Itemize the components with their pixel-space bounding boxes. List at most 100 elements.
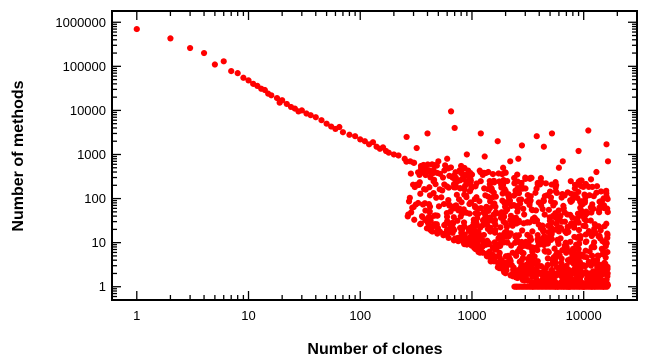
data-point (589, 205, 596, 212)
data-point (533, 133, 540, 140)
data-point (443, 232, 451, 239)
data-point (604, 230, 611, 237)
data-point (560, 202, 567, 209)
data-point (554, 236, 561, 243)
data-point (569, 214, 576, 221)
data-point (545, 277, 553, 284)
data-point (541, 211, 548, 218)
data-point (447, 208, 454, 215)
data-point (346, 131, 353, 138)
data-point (552, 226, 559, 233)
data-point (484, 225, 491, 232)
data-point (412, 201, 419, 208)
x-tick-label: 10 (241, 308, 255, 323)
data-point (494, 264, 501, 271)
data-point (519, 276, 526, 284)
data-point (419, 213, 426, 221)
data-point (502, 253, 510, 260)
data-point (575, 240, 582, 247)
data-point (454, 177, 462, 185)
data-point (591, 239, 598, 246)
data-point (591, 221, 598, 228)
data-point (533, 265, 540, 272)
data-point (599, 247, 606, 254)
data-point (510, 192, 517, 199)
y-axis: 1 10 100 1000 10000 100000 1000000 (55, 15, 637, 301)
data-point (405, 211, 412, 218)
data-point (552, 259, 559, 266)
y-tick-label: 100000 (63, 59, 106, 74)
data-point (511, 180, 518, 187)
data-point (524, 191, 531, 199)
data-point (515, 155, 522, 162)
data-point (336, 123, 343, 131)
data-point (167, 35, 174, 42)
data-point (490, 177, 497, 184)
data-point (489, 171, 497, 178)
data-point (597, 227, 604, 234)
data-point (527, 236, 535, 244)
data-point (485, 168, 492, 176)
data-point (580, 283, 587, 290)
data-point (468, 171, 476, 178)
data-point (563, 229, 570, 237)
data-point (452, 182, 459, 189)
data-point (595, 206, 603, 214)
data-point (537, 237, 544, 244)
data-point (312, 114, 319, 121)
data-point (587, 217, 594, 224)
data-point (576, 212, 583, 219)
data-point (531, 253, 538, 260)
data-point (513, 283, 520, 290)
data-point (323, 120, 330, 127)
data-point (491, 229, 499, 236)
data-point (496, 178, 503, 185)
x-tick-label: 1 (133, 308, 140, 323)
data-point (234, 70, 241, 77)
data-point (476, 223, 483, 230)
data-point (601, 223, 608, 230)
data-point (428, 161, 436, 168)
data-point (273, 95, 281, 102)
data-point (565, 223, 572, 230)
data-point (561, 242, 568, 249)
data-point (520, 205, 527, 212)
data-point (600, 283, 607, 290)
data-point (575, 219, 582, 226)
data-point (558, 261, 565, 269)
data-point (502, 208, 509, 215)
data-point (536, 270, 543, 277)
data-point (604, 263, 611, 270)
data-point (369, 139, 377, 146)
data-point (487, 198, 494, 205)
data-point (524, 219, 531, 226)
data-point (535, 221, 542, 228)
data-point (390, 151, 397, 158)
data-point (477, 204, 485, 212)
data-point (407, 170, 414, 177)
data-point (559, 158, 566, 165)
data-point (497, 214, 505, 221)
data-point (471, 223, 478, 230)
data-point (447, 108, 455, 115)
data-point (501, 230, 508, 237)
data-point (548, 130, 556, 137)
data-point (457, 236, 464, 244)
data-point (268, 92, 275, 99)
data-point (585, 258, 592, 265)
data-point (583, 254, 590, 261)
data-point (588, 278, 595, 285)
data-point (505, 259, 512, 266)
data-point (493, 245, 500, 252)
data-point (395, 152, 402, 159)
data-point (458, 229, 465, 236)
data-point (540, 241, 548, 249)
data-point (430, 169, 437, 177)
x-tick-label: 100 (349, 308, 371, 323)
data-point (133, 25, 140, 33)
data-point (504, 239, 511, 246)
data-point (481, 153, 488, 160)
data-point (502, 270, 509, 277)
data-point (514, 208, 521, 215)
